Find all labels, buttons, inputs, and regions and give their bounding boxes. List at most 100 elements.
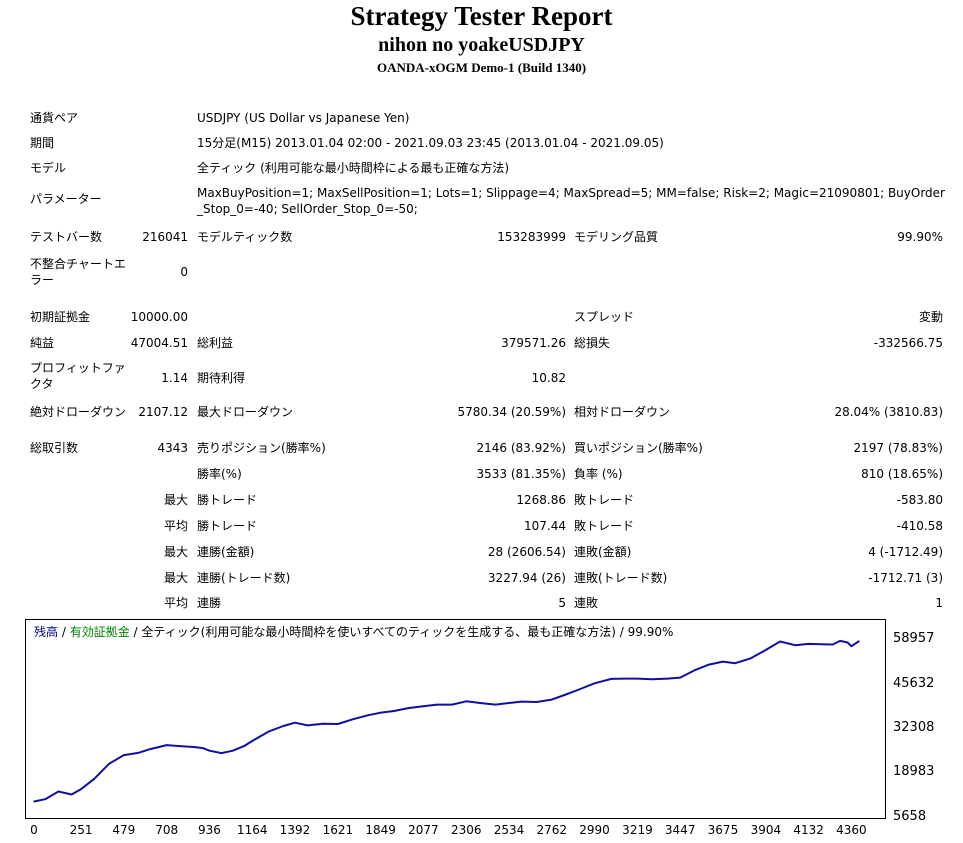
avg-consecutive-losses-label: 連敗 [574,596,599,610]
x-tick-label: 2762 [536,823,568,837]
largest-loss-label: 敗トレード [574,493,635,507]
legend-separator: / [58,625,70,639]
model-value: 全ティック (利用可能な最小時間枠による最も正確な方法) [197,161,510,175]
balance-point [93,778,95,780]
maximum-label-2: 最大 [163,571,188,585]
balance-point [636,677,639,680]
absolute-drawdown-label: 絶対ドローダウン [30,405,127,419]
bars-label: テストバー数 [30,230,103,244]
x-tick-label: 708 [155,823,179,837]
long-positions-label: 買いポジション(勝率%) [574,441,703,455]
relative-drawdown-label: 相対ドローダウン [574,405,671,419]
balance-point [779,640,781,643]
net-profit-label: 純益 [30,336,55,350]
balance-point [33,800,35,803]
balance-point [57,790,60,793]
balance-point [231,749,234,752]
short-positions-value: 2146 (83.92%) [476,441,566,455]
balance-point [393,710,395,712]
relative-drawdown-value: 28.04% (3810.83) [834,405,943,419]
x-tick-label: 1621 [322,823,354,837]
max-consecutive-losses-label: 連敗(金額) [574,545,632,559]
spread-label: スプレッド [574,310,635,324]
largest-profit-value: 1268.86 [516,493,566,507]
balance-point [679,676,681,679]
balance-point [722,660,724,663]
x-tick-label: 2306 [451,823,482,837]
balance-point [708,663,710,666]
quality-value: 99.90% [897,230,943,244]
balance-point [208,749,211,752]
balance-point [321,722,324,725]
balance-point [846,641,849,644]
balance-point [165,744,168,746]
largest-profit-label: 勝トレード [197,493,258,507]
balance-point [651,678,654,681]
average-label-2: 平均 [163,596,188,610]
x-tick-label: 2534 [493,823,525,837]
average-profit-value: 107.44 [524,519,566,533]
parameters-value: MaxBuyPosition=1; MaxSellPosition=1; Lot… [197,186,945,216]
profit-trades-value: 3533 (81.35%) [476,467,566,481]
balance-point [251,740,253,742]
balance-point [408,707,410,709]
profit-factor-value: 1.14 [161,371,188,385]
balance-point [765,649,767,651]
balance-point [576,689,579,691]
avg-consecutive-wins-value: 5 [558,596,566,610]
x-tick-label: 251 [69,823,93,837]
balance-point [306,724,309,727]
y-tick-label: 45632 [893,675,935,691]
model-label: モデル [30,161,67,175]
balance-point [850,645,853,647]
gross-profit-label: 総利益 [197,336,234,350]
chart-errors-label: 不整合チャートエラー [30,257,126,287]
x-tick-label: 4360 [836,823,867,837]
balance-point [563,694,566,696]
balance-point [858,640,860,642]
period-label: 期間 [30,136,55,150]
server-build: OANDA-xOGM Demo-1 (Build 1340) [376,60,587,75]
y-tick-label: 58957 [893,631,935,646]
y-tick-label: 5658 [893,809,927,824]
balance-point [351,718,354,721]
balance-point [535,701,538,703]
balance-point [451,703,453,706]
average-label: 平均 [163,519,188,533]
balance-point [267,730,270,733]
report-title: Strategy Tester Report [350,1,613,31]
x-tick-label: 479 [112,823,136,837]
balance-point [479,702,482,704]
avg-consecutive-losses-value: 1 [935,596,943,610]
balance-point [337,723,339,725]
short-positions-label: 売りポジション(勝率%) [197,441,326,455]
balance-point [366,714,369,717]
expert-name: nihon no yoakeUSDJPY [378,34,585,56]
balance-point [108,763,110,765]
ticks-label: モデルティック数 [197,230,293,244]
balance-chart-plot [33,639,860,803]
gross-loss-label: 総損失 [574,336,611,350]
largest-label: 最大 [163,493,188,507]
balance-point [80,788,82,790]
x-tick-label: 3904 [750,823,782,837]
net-profit-value: 47004.51 [130,336,188,350]
total-trades-label: 総取引数 [30,441,79,455]
y-tick-label: 32308 [893,719,935,735]
max-consecutive-wins-value: 28 (2606.54) [487,545,566,559]
max-consecutive-losses-value: 4 (-1712.49) [868,545,943,559]
balance-point [422,705,425,708]
balance-point [494,703,497,706]
chart-errors-value: 0 [180,265,188,279]
x-tick-label: 4132 [793,823,824,837]
largest-loss-value: -583.80 [896,493,943,507]
x-tick-label: 0 [30,823,38,837]
balance-point [693,669,695,672]
x-tick-label: 2077 [408,823,439,837]
symbol-label: 通貨ペア [30,111,79,125]
max-consecutive-profit-value: 3227.94 (26) [487,571,566,585]
profit-factor-label: プロフィットファクタ [30,361,126,391]
average-loss-value: -410.58 [896,519,943,533]
x-tick-label: 3447 [664,823,696,837]
avg-consecutive-wins-label: 連勝 [197,596,222,610]
